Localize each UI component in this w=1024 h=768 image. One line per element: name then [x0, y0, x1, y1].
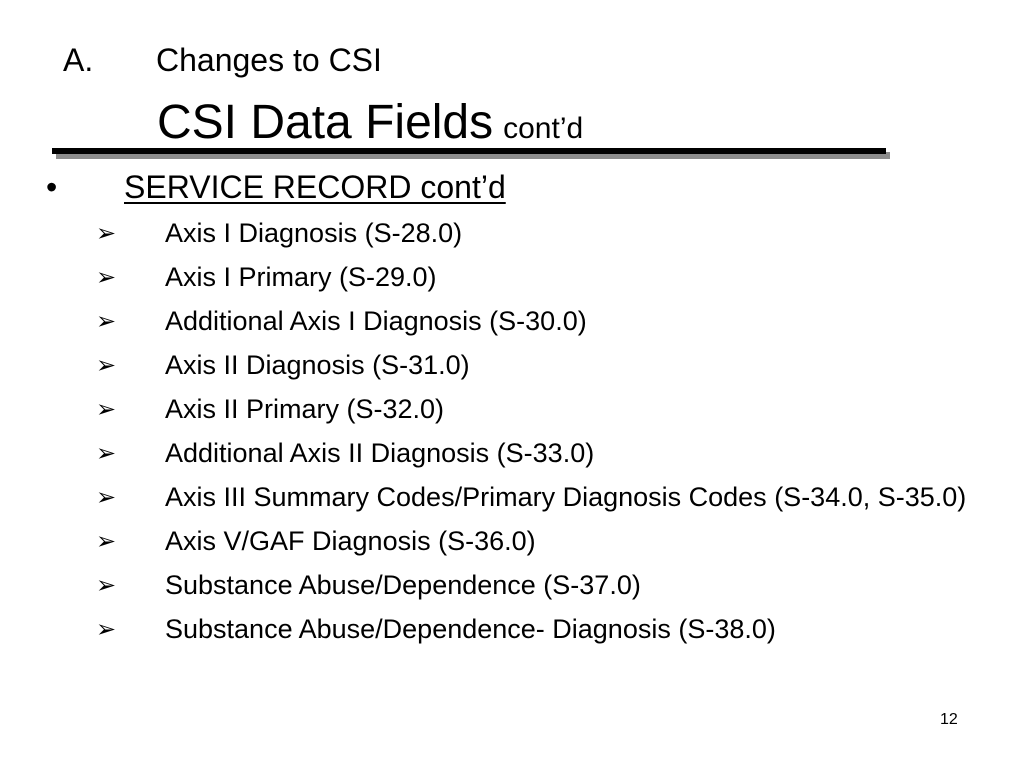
- arrow-bullet-icon: ➢: [96, 483, 117, 511]
- arrow-bullet-icon: ➢: [96, 527, 117, 555]
- list-item: ➢ Substance Abuse/Dependence- Diagnosis (…: [96, 613, 976, 646]
- arrow-bullet-icon: ➢: [96, 571, 117, 599]
- arrow-bullet-icon: ➢: [96, 615, 117, 643]
- list-item: ➢ Axis I Primary (S-29.0): [96, 261, 976, 294]
- slide-title-main: CSI Data Fields: [157, 96, 494, 149]
- title-rule-shadow: [56, 152, 890, 159]
- list-item-text: Additional Axis II Diagnosis (S-33.0): [165, 438, 595, 468]
- page-number: 12: [940, 711, 958, 728]
- arrow-bullet-icon: ➢: [96, 351, 117, 379]
- bullet-dot-icon: •: [46, 169, 58, 205]
- list-item-text: Axis I Diagnosis (S-28.0): [165, 218, 463, 248]
- list-item-text: Substance Abuse/Dependence (S-37.0): [165, 570, 641, 600]
- section-number: A.: [63, 42, 94, 78]
- list-item-text: Axis III Summary Codes/Primary Diagnosis…: [165, 482, 967, 512]
- bullet-heading-text: SERVICE RECORD cont’d: [124, 169, 506, 205]
- arrow-bullet-icon: ➢: [96, 263, 117, 291]
- list-item: ➢ Additional Axis I Diagnosis (S-30.0): [96, 305, 976, 338]
- list-item: ➢ Substance Abuse/Dependence (S-37.0): [96, 569, 976, 602]
- list-item: ➢ Additional Axis II Diagnosis (S-33.0): [96, 437, 976, 470]
- field-list: ➢ Axis I Diagnosis (S-28.0) ➢ Axis I Prima…: [96, 217, 976, 657]
- list-item: ➢ Axis II Diagnosis (S-31.0): [96, 349, 976, 382]
- list-item-text: Axis I Primary (S-29.0): [165, 262, 437, 292]
- arrow-bullet-icon: ➢: [96, 395, 117, 423]
- list-item-text: Substance Abuse/Dependence- Diagnosis (S…: [165, 614, 776, 644]
- arrow-bullet-icon: ➢: [96, 439, 117, 467]
- slide-title: CSI Data Fields cont’d: [157, 95, 583, 162]
- arrow-bullet-icon: ➢: [96, 307, 117, 335]
- list-item-text: Axis II Diagnosis (S-31.0): [165, 350, 470, 380]
- list-item: ➢ Axis III Summary Codes/Primary Diagnosi…: [96, 481, 976, 514]
- list-item-text: Axis II Primary (S-32.0): [165, 394, 445, 424]
- list-item-text: Axis V/GAF Diagnosis (S-36.0): [165, 526, 536, 556]
- list-item: ➢ Axis II Primary (S-32.0): [96, 393, 976, 426]
- slide-title-suffix: cont’d: [503, 112, 584, 145]
- list-item: ➢ Axis V/GAF Diagnosis (S-36.0): [96, 525, 976, 558]
- title-rule: [52, 148, 886, 154]
- section-heading: A. Changes to CSI: [63, 40, 382, 80]
- bullet-heading: • SERVICE RECORD cont’d: [46, 166, 506, 208]
- list-item: ➢ Axis I Diagnosis (S-28.0): [96, 217, 976, 250]
- list-item-text: Additional Axis I Diagnosis (S-30.0): [165, 306, 587, 336]
- arrow-bullet-icon: ➢: [96, 219, 117, 247]
- section-title: Changes to CSI: [156, 42, 382, 78]
